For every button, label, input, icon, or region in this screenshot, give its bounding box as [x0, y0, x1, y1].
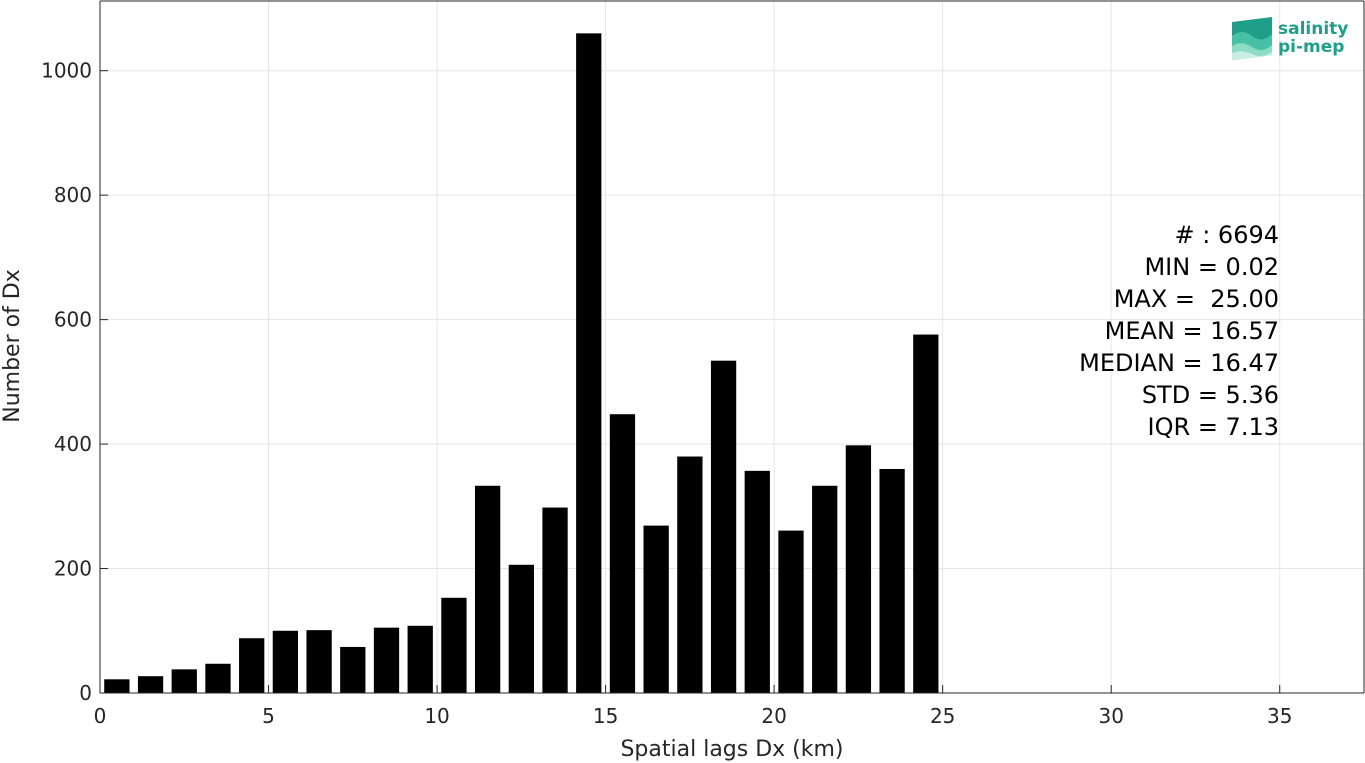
stats-line: STD = 5.36 — [1142, 381, 1279, 409]
histogram-bar — [407, 625, 433, 693]
histogram-bar — [474, 485, 501, 693]
histogram-bar — [340, 646, 366, 693]
histogram-bar — [677, 456, 703, 693]
axes — [99, 0, 1365, 694]
histogram-bar — [609, 414, 636, 693]
y-tick-label: 1000 — [41, 59, 92, 83]
grid-lines — [99, 1, 1364, 694]
stats-line: MEDIAN = 16.47 — [1079, 349, 1279, 377]
stats-line: IQR = 7.13 — [1148, 413, 1279, 441]
bars-group — [104, 33, 939, 693]
histogram-bar — [744, 470, 770, 693]
tick-labels: 0 5 10 15 20 25 30 35 0 200 400 600 800 1000 — [41, 59, 1292, 728]
histogram-bar — [845, 445, 872, 693]
logo-text-line2: pi-mep — [1278, 37, 1344, 57]
x-tick-label: 30 — [1098, 704, 1123, 728]
histogram-bar — [576, 33, 602, 693]
x-tick-label: 20 — [761, 704, 786, 728]
y-tick-label: 0 — [79, 681, 92, 705]
stats-line: # : 6694 — [1174, 221, 1279, 249]
histogram-bar — [171, 669, 197, 693]
histogram-bar — [441, 597, 467, 693]
logo-text-line1: salinity — [1278, 19, 1348, 39]
histogram-bar — [710, 360, 737, 693]
histogram-bar — [542, 507, 568, 693]
y-tick-label: 800 — [54, 183, 92, 207]
x-tick-label: 35 — [1267, 704, 1292, 728]
histogram-bar — [137, 676, 164, 693]
histogram-bar — [913, 334, 939, 693]
histogram-bar — [879, 468, 905, 693]
histogram-bar — [306, 630, 332, 693]
x-axis-label: Spatial lags Dx (km) — [620, 737, 843, 762]
histogram-bar — [373, 627, 400, 693]
x-tick-label: 5 — [262, 704, 275, 728]
histogram-bar — [778, 530, 804, 693]
histogram-bar — [643, 525, 669, 693]
y-axis-label: Number of Dx — [0, 269, 25, 423]
y-tick-label: 400 — [54, 432, 92, 456]
histogram-bar — [239, 638, 265, 693]
logo-wave-icon — [1232, 17, 1272, 60]
x-tick-label: 10 — [424, 704, 449, 728]
stats-annotation: # : 6694 MIN = 0.02 MAX = 25.00 MEAN = 16.5… — [1079, 221, 1279, 441]
stats-line: MAX = 25.00 — [1114, 285, 1279, 313]
stats-line: MEAN = 16.57 — [1105, 317, 1279, 345]
x-tick-label: 0 — [94, 704, 107, 728]
histogram-bar — [272, 630, 299, 693]
x-tick-label: 15 — [593, 704, 618, 728]
histogram-bar — [205, 663, 231, 693]
y-tick-label: 200 — [54, 557, 92, 581]
salinity-pi-mep-logo: salinity pi-mep — [1232, 17, 1348, 60]
histogram-bar — [508, 564, 534, 693]
x-tick-label: 25 — [930, 704, 955, 728]
y-tick-label: 600 — [54, 308, 92, 332]
stats-line: MIN = 0.02 — [1144, 253, 1279, 281]
histogram-bar — [104, 679, 130, 693]
histogram-bar — [812, 485, 838, 693]
